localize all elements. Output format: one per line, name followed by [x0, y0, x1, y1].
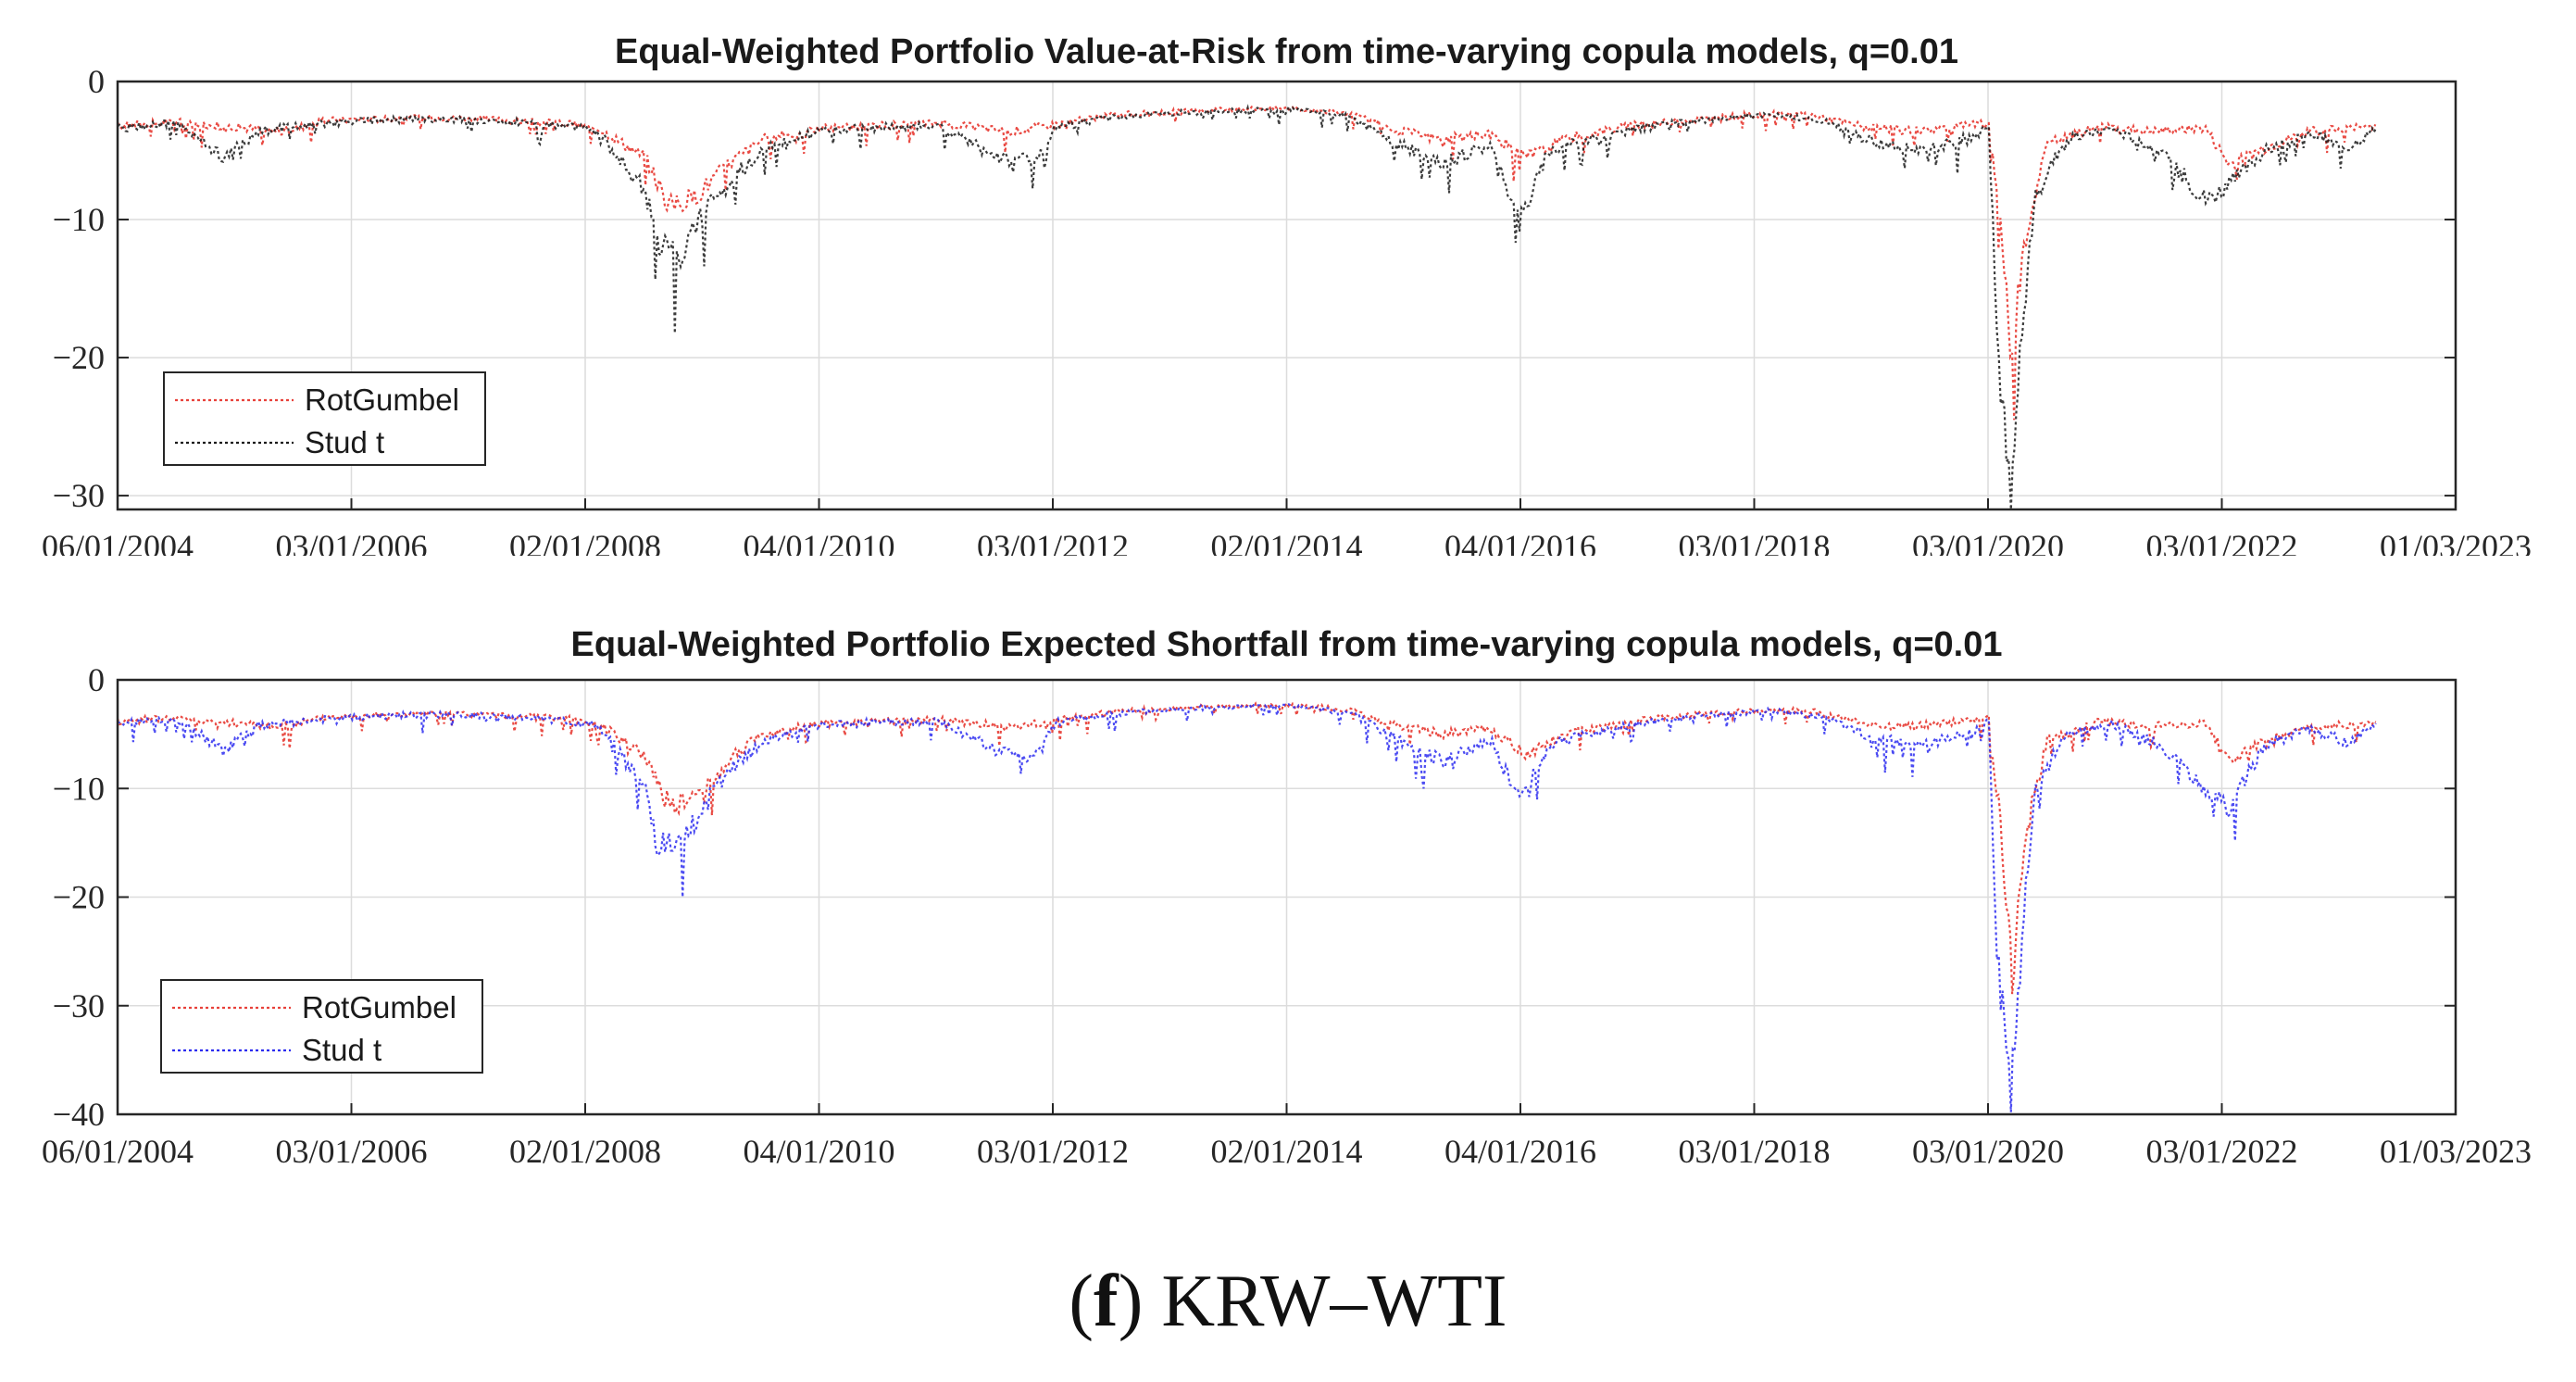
- series-line-stud-t: [117, 104, 2377, 510]
- axes-box: [116, 80, 2457, 511]
- legend-label: RotGumbel: [302, 990, 456, 1024]
- series-line-rotgumbel: [117, 104, 2377, 421]
- chart-title: Equal-Weighted Portfolio Expected Shortf…: [571, 625, 2003, 664]
- legend: RotGumbel Stud t: [163, 371, 486, 466]
- y-tick-label: −10: [53, 770, 105, 807]
- legend-label: Stud t: [302, 1033, 381, 1067]
- x-tick-label: 03/01/2020: [1912, 528, 2064, 556]
- es-chart: Equal-Weighted Portfolio Expected Shortf…: [42, 625, 2532, 1170]
- x-tick-label: 03/01/2012: [977, 1133, 1129, 1170]
- chart-title: Equal-Weighted Portfolio Value-at-Risk f…: [615, 32, 1958, 71]
- x-tick-label: 01/03/2023: [2380, 1133, 2532, 1170]
- x-tick-label: 03/01/2006: [275, 528, 427, 556]
- x-tick-label: 03/01/2022: [2145, 1133, 2297, 1170]
- var-chart: Equal-Weighted Portfolio Value-at-Risk f…: [42, 32, 2532, 556]
- x-tick-label: 04/01/2016: [1444, 528, 1596, 556]
- y-tick-label: −40: [53, 1096, 105, 1133]
- x-tick-label: 03/01/2018: [1678, 1133, 1830, 1170]
- legend-label: Stud t: [305, 425, 384, 459]
- axes-box: [116, 678, 2457, 1116]
- y-tick-label: 0: [88, 63, 105, 100]
- y-tick-label: −20: [53, 879, 105, 916]
- y-tick-label: −30: [53, 987, 105, 1024]
- y-tick-label: −10: [53, 201, 105, 238]
- x-tick-label: 03/01/2020: [1912, 1133, 2064, 1170]
- x-tick-label: 03/01/2012: [977, 528, 1129, 556]
- x-tick-label: 04/01/2016: [1444, 1133, 1596, 1170]
- x-tick-label: 06/01/2004: [42, 1133, 194, 1170]
- y-tick-label: −20: [53, 339, 105, 376]
- legend-box: [160, 979, 483, 1074]
- caption-text: KRW–WTI: [1161, 1261, 1507, 1342]
- series-line-rotgumbel: [116, 700, 2377, 995]
- x-tick-label: 03/01/2022: [2145, 528, 2297, 556]
- x-tick-label: 02/01/2008: [509, 1133, 661, 1170]
- x-tick-label: 01/03/2023: [2380, 528, 2532, 556]
- legend-label: RotGumbel: [305, 383, 459, 417]
- legend: RotGumbel Stud t: [160, 979, 483, 1074]
- y-tick-label: −30: [53, 477, 105, 514]
- x-tick-label: 04/01/2010: [743, 1133, 894, 1170]
- legend-box: [163, 371, 486, 466]
- x-tick-label: 04/01/2010: [743, 528, 894, 556]
- x-tick-label: 06/01/2004: [42, 528, 194, 556]
- series-line-stud-t: [117, 701, 2377, 1112]
- y-tick-label: 0: [88, 661, 105, 698]
- x-tick-label: 03/01/2006: [275, 1133, 427, 1170]
- figure-caption: (f) KRW–WTI: [1069, 1261, 1507, 1342]
- x-tick-label: 02/01/2014: [1210, 1133, 1362, 1170]
- x-tick-label: 02/01/2014: [1210, 528, 1362, 556]
- caption-label: f: [1094, 1261, 1119, 1342]
- x-tick-label: 02/01/2008: [509, 528, 661, 556]
- x-tick-label: 03/01/2018: [1678, 528, 1830, 556]
